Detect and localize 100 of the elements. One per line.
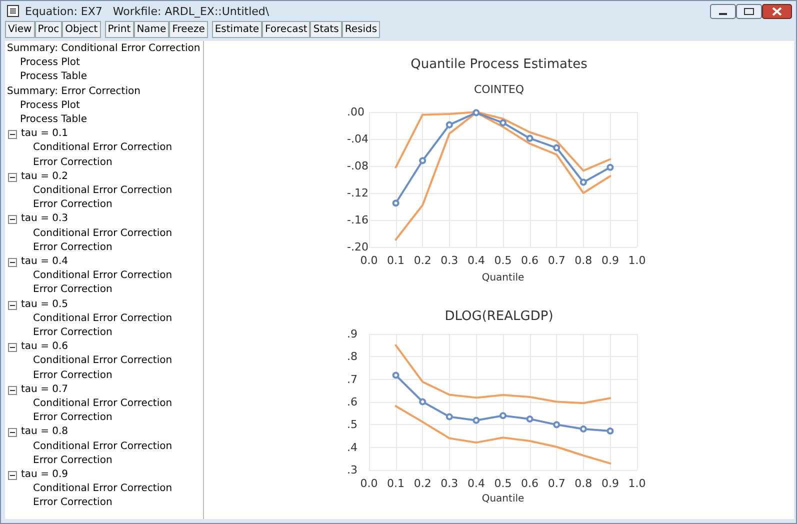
point: [606, 164, 614, 171]
x-tick-label: 0.6: [521, 477, 539, 490]
x-tick-label: 0.6: [521, 254, 539, 267]
text: Conditional Error Correction: [33, 184, 172, 198]
point: [580, 425, 587, 432]
point: [606, 428, 614, 435]
point: [392, 200, 400, 207]
chart-subtitle: COINTEQ: [474, 83, 524, 96]
x-tick-label: 0.3: [440, 254, 458, 267]
x-tick-label: 0.9: [601, 254, 619, 267]
text: Resids: [342, 21, 380, 38]
line-series: [394, 405, 612, 464]
text: Conditional Error Correction: [33, 226, 172, 241]
point: [553, 421, 560, 428]
text: Forecast: [262, 21, 310, 38]
x-tick-label: 0.2: [414, 254, 432, 267]
x-axis-title: Quantile: [482, 272, 524, 284]
text: Stats: [310, 21, 342, 38]
point: [419, 398, 426, 406]
text: Error Correction: [33, 411, 112, 426]
text: tau = 0.1: [21, 127, 68, 142]
y-tick-label: .6: [347, 396, 358, 408]
y-tick-label: -.16: [347, 214, 368, 226]
x-tick-label: 0.0: [360, 477, 378, 490]
text: Process Plot: [20, 98, 80, 113]
text: tau = 0.6: [21, 340, 68, 354]
text: Conditional Error Correction: [33, 312, 172, 326]
x-tick-label: 0.1: [387, 254, 405, 267]
y-tick-label: -.04: [347, 132, 368, 146]
text: tau = 0.7: [21, 382, 68, 397]
text: Error Correction: [33, 156, 112, 170]
y-tick-label: .5: [347, 418, 358, 432]
text: tau = 0.2: [21, 170, 68, 184]
text: tau = 0.4: [21, 255, 68, 269]
text: Error Correction: [33, 326, 112, 340]
x-tick-label: 0.5: [494, 254, 512, 267]
text: Summary: Error Correction: [7, 84, 140, 99]
chart-title: DLOG(REALGDP): [444, 309, 554, 324]
text: Object: [62, 21, 101, 38]
text: Error Correction: [33, 454, 112, 468]
x-tick-label: 0.7: [548, 477, 566, 490]
x-tick-label: 0.0: [360, 254, 378, 267]
point: [500, 119, 506, 126]
x-tick-label: 0.1: [387, 477, 405, 490]
chart-title: Quantile Process Estimates: [410, 57, 588, 72]
point: [553, 144, 560, 152]
text: Process Plot: [20, 56, 80, 70]
point: [392, 372, 400, 379]
y-tick-label: .9: [347, 328, 358, 340]
text: tau = 0.9: [21, 468, 68, 482]
x-tick-label: 0.9: [601, 477, 619, 490]
text: Error Correction: [33, 368, 112, 383]
point: [419, 157, 426, 164]
x-tick-label: 0.5: [494, 477, 512, 490]
point: [500, 412, 506, 420]
y-tick-label: .3: [347, 464, 358, 476]
text: Print: [104, 21, 134, 38]
text: Conditional Error Correction: [33, 440, 172, 454]
y-tick-label: .7: [347, 372, 358, 386]
point: [580, 178, 587, 186]
text: Summary: Conditional Error Correction: [7, 42, 200, 56]
point: [526, 416, 534, 422]
text: Process Table: [20, 113, 87, 127]
x-tick-label: 0.2: [414, 477, 432, 490]
point: [446, 121, 453, 128]
text: Equation: EX7 Workfile: ARDL_EX::Untitled\: [25, 5, 270, 18]
text: tau = 0.3: [21, 212, 68, 226]
text: Process Table: [20, 70, 87, 84]
y-tick-label: -.12: [347, 186, 368, 200]
text: Freeze: [169, 21, 208, 38]
text: tau = 0.8: [21, 425, 68, 440]
point: [526, 134, 534, 142]
y-tick-label: .8: [347, 350, 358, 364]
text: Conditional Error Correction: [33, 141, 172, 156]
x-tick-label: 0.4: [467, 477, 485, 490]
y-tick-label: .00: [347, 106, 364, 118]
x-tick-label: 0.4: [467, 254, 485, 267]
text: Estimate: [212, 21, 262, 38]
line-series: [394, 344, 612, 404]
x-tick-label: 1.0: [628, 477, 646, 490]
point: [472, 109, 480, 116]
text: Error Correction: [33, 240, 112, 255]
text: Conditional Error Correction: [33, 397, 172, 411]
y-tick-label: -.20: [347, 240, 368, 254]
text: Error Correction: [33, 496, 112, 510]
x-tick-label: 0.8: [574, 254, 592, 267]
x-axis-title: Quantile: [482, 494, 524, 504]
text: View: [5, 21, 35, 38]
point: [446, 413, 453, 420]
x-tick-label: 0.3: [440, 477, 458, 490]
x-tick-label: 0.7: [548, 254, 566, 267]
text: Proc: [34, 21, 62, 38]
text: Conditional Error Correction: [33, 354, 172, 368]
y-tick-label: .4: [347, 440, 358, 454]
text: Error Correction: [33, 198, 112, 212]
x-tick-label: 1.0: [628, 254, 646, 267]
y-tick-label: -.08: [347, 160, 368, 172]
text: Conditional Error Correction: [33, 269, 172, 284]
text: Conditional Error Correction: [33, 482, 172, 496]
text: Name: [134, 21, 170, 38]
